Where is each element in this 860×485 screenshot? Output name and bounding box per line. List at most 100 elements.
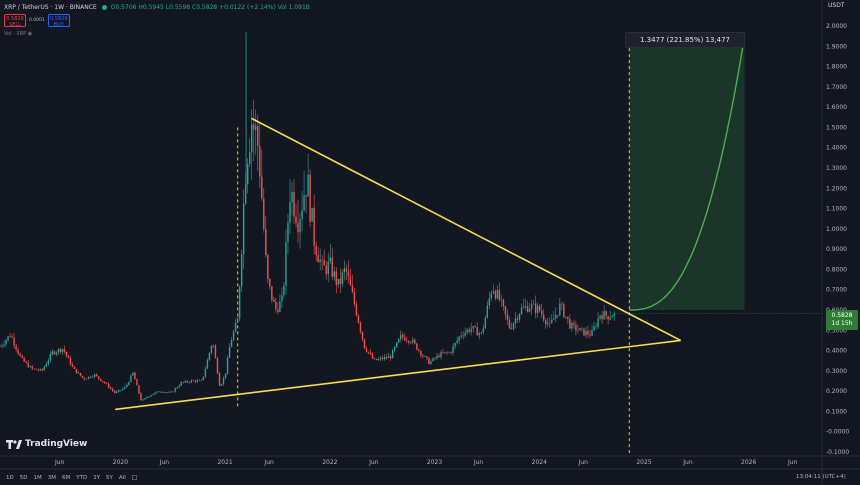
- buy-label: BUY: [53, 22, 64, 28]
- range-button-1d[interactable]: 1D: [6, 474, 14, 481]
- candle-body: [200, 380, 203, 381]
- candle: [106, 382, 108, 385]
- candle-body: [287, 222, 289, 242]
- candle-body: [299, 218, 301, 233]
- currency-label[interactable]: USDT: [828, 2, 845, 9]
- candle: [454, 342, 456, 350]
- candle: [112, 387, 114, 393]
- range-button-ytd[interactable]: YTD: [76, 474, 88, 481]
- candle: [530, 300, 533, 316]
- price-tick-label: 0.3000: [826, 368, 847, 375]
- candle: [244, 172, 247, 206]
- candle-body: [3, 344, 5, 346]
- sell-button[interactable]: 0.5828 SELL: [4, 14, 26, 28]
- time-tick-label: Jun: [473, 459, 484, 466]
- candle: [573, 319, 575, 329]
- candle: [534, 295, 537, 319]
- candle: [412, 337, 414, 345]
- candle: [230, 336, 233, 348]
- candle: [468, 326, 470, 334]
- candle-body: [114, 390, 116, 393]
- candle-body: [385, 357, 388, 359]
- candle-body: [140, 393, 142, 401]
- candle-body: [184, 381, 186, 383]
- candle: [246, 158, 249, 194]
- candle: [323, 249, 325, 266]
- candle-body: [345, 268, 348, 272]
- candle-body: [89, 376, 92, 378]
- price-tick-label: 1.2000: [826, 185, 847, 192]
- candle: [37, 368, 39, 372]
- candle: [536, 302, 539, 318]
- candle-body: [21, 356, 23, 358]
- candle: [150, 394, 152, 398]
- candle-body: [305, 195, 307, 197]
- price-tick-label: 1.7000: [826, 84, 847, 91]
- candle: [309, 169, 311, 228]
- candle: [126, 383, 128, 388]
- candle: [343, 260, 346, 281]
- candle-body: [110, 387, 112, 389]
- candle-body: [224, 373, 227, 379]
- candle-body: [416, 343, 418, 350]
- candle: [206, 358, 209, 369]
- candle-body: [27, 362, 29, 368]
- candle: [49, 350, 52, 363]
- range-button-3m[interactable]: 3M: [47, 474, 56, 481]
- range-button-1y[interactable]: 1Y: [93, 474, 101, 481]
- candle: [75, 368, 78, 375]
- range-button-all[interactable]: All: [118, 474, 126, 481]
- range-button-1m[interactable]: 1M: [33, 474, 42, 481]
- candle-body: [192, 380, 195, 382]
- time-tick-label: Jun: [54, 459, 65, 466]
- candle: [196, 378, 199, 383]
- calendar-icon[interactable]: □: [131, 474, 138, 481]
- candle: [543, 308, 545, 323]
- symbol-title[interactable]: XRP / TetherUS · 1W · BINANCE: [4, 3, 97, 11]
- candle: [476, 322, 478, 336]
- candle: [422, 354, 424, 359]
- projection-curve: [629, 35, 746, 311]
- candle-body: [607, 316, 609, 320]
- candle-body: [251, 124, 253, 153]
- price-tick-label: 0.2000: [826, 388, 847, 395]
- candle-body: [484, 317, 487, 329]
- candle: [377, 356, 380, 361]
- candle-body: [202, 376, 205, 381]
- range-button-6m[interactable]: 6M: [61, 474, 71, 481]
- volume-indicator[interactable]: Vol · XRP ◉: [4, 31, 32, 37]
- candle-body: [166, 392, 168, 394]
- candle: [259, 121, 261, 188]
- candle: [47, 358, 50, 367]
- candle: [218, 371, 221, 386]
- candle: [482, 324, 484, 335]
- time-tick-label: Jun: [368, 459, 379, 466]
- candle-body: [210, 345, 213, 353]
- candle-body: [408, 340, 410, 343]
- candle: [255, 109, 257, 156]
- candle-body: [498, 289, 501, 300]
- buy-button[interactable]: 0.5829 BUY: [47, 14, 70, 28]
- candle-body: [379, 357, 382, 360]
- candle-body: [317, 255, 319, 263]
- candle-body: [190, 380, 193, 383]
- candle-body: [369, 352, 372, 355]
- candle: [367, 351, 370, 355]
- candle-body: [230, 339, 233, 348]
- candle-body: [67, 355, 70, 358]
- candle-body: [51, 351, 54, 355]
- candle-body: [450, 352, 452, 354]
- candle-body: [93, 374, 96, 377]
- candle-body: [59, 349, 62, 353]
- candle-body: [341, 272, 344, 284]
- candle-body: [325, 265, 327, 275]
- clock[interactable]: 13:04:11 (UTC+4): [796, 474, 846, 480]
- range-button-5y[interactable]: 5Y: [106, 474, 113, 481]
- candle-body: [460, 335, 462, 337]
- range-button-5d[interactable]: 5D: [19, 474, 28, 481]
- eye-icon[interactable]: ◉: [27, 31, 33, 37]
- candle: [120, 389, 122, 392]
- candle-body: [234, 322, 237, 332]
- candle: [408, 339, 410, 345]
